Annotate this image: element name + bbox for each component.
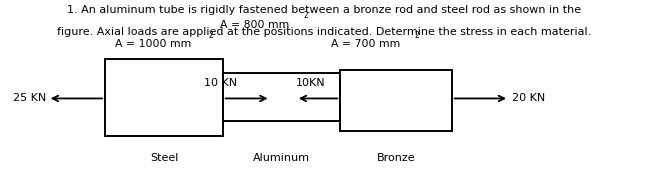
Text: 1. An aluminum tube is rigidly fastened between a bronze rod and steel rod as sh: 1. An aluminum tube is rigidly fastened … [67, 5, 582, 15]
Bar [105, 59, 223, 136]
Text: figure. Axial loads are applied at the positions indicated. Determine the stress: figure. Axial loads are applied at the p… [57, 27, 592, 37]
Bar [341, 70, 452, 131]
Text: 10KN: 10KN [296, 78, 326, 88]
Bar [223, 73, 341, 121]
Text: Bronze: Bronze [376, 153, 415, 163]
Text: A = 800 mm: A = 800 mm [219, 20, 289, 30]
Text: 2: 2 [209, 31, 214, 40]
Text: Steel: Steel [150, 153, 178, 163]
Text: 2: 2 [304, 12, 308, 20]
Text: 20 KN: 20 KN [512, 93, 545, 104]
Text: Aluminum: Aluminum [252, 153, 310, 163]
Text: 10 KN: 10 KN [204, 78, 237, 88]
Text: 2: 2 [415, 31, 419, 40]
Text: A = 1000 mm: A = 1000 mm [115, 39, 191, 49]
Text: A = 700 mm: A = 700 mm [331, 39, 400, 49]
Text: 25 KN: 25 KN [13, 93, 46, 104]
